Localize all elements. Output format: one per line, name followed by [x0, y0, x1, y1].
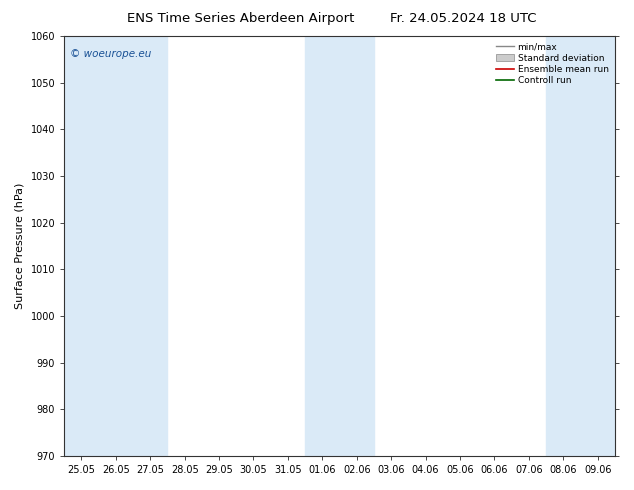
Legend: min/max, Standard deviation, Ensemble mean run, Controll run: min/max, Standard deviation, Ensemble me…: [494, 41, 611, 87]
Y-axis label: Surface Pressure (hPa): Surface Pressure (hPa): [15, 183, 25, 309]
Bar: [305, 36, 374, 456]
Bar: [546, 36, 615, 456]
Text: Fr. 24.05.2024 18 UTC: Fr. 24.05.2024 18 UTC: [389, 12, 536, 25]
Bar: [64, 36, 167, 456]
Text: ENS Time Series Aberdeen Airport: ENS Time Series Aberdeen Airport: [127, 12, 354, 25]
Text: © woeurope.eu: © woeurope.eu: [70, 49, 151, 59]
